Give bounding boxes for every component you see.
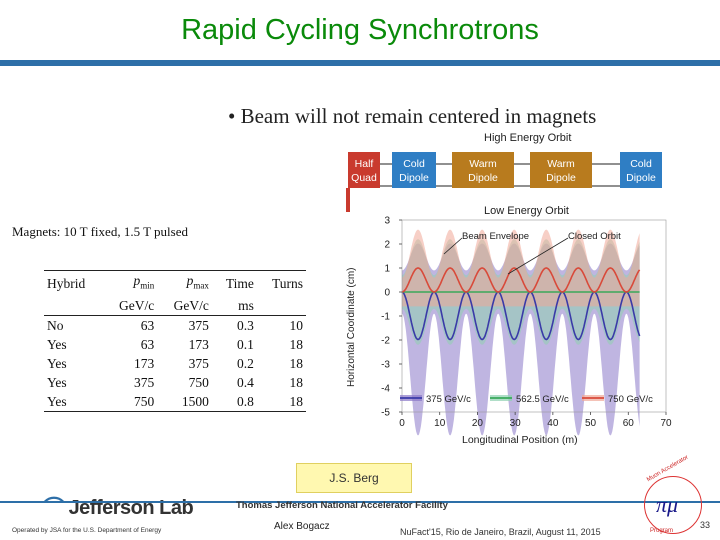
ytick-label: -2 [381, 336, 390, 347]
footer-rule [0, 501, 720, 503]
legend-label: 375 GeV/c [426, 394, 471, 405]
hybrid-table: Hybrid pmin pmax Time Turns GeV/c GeV/c … [44, 269, 306, 412]
table-row: No 63 375 0.3 10 [47, 317, 303, 333]
col-turns: Turns [256, 269, 306, 296]
col-hybrid: Hybrid [44, 269, 103, 296]
xtick-label: 50 [585, 418, 597, 429]
page-number: 33 [700, 520, 711, 530]
ytick-label: 0 [384, 288, 390, 299]
operated-by: Operated by JSA for the U.S. Department … [12, 527, 162, 534]
table-row: Yes 63 173 0.1 18 [47, 336, 303, 352]
annotation-beam-envelope: Beam Envelope [462, 231, 529, 242]
magnet-block-2: Warm Dipole [452, 152, 514, 188]
title-rule [0, 60, 720, 66]
table-row: Yes 375 750 0.4 18 [47, 374, 303, 390]
col-pmax: pmax [157, 269, 212, 296]
magnet-block-line2: Dipole [468, 172, 498, 184]
orbit-line-0 [401, 291, 641, 341]
magnet-block-4: Cold Dipole [620, 152, 662, 188]
magnet-block-3: Warm Dipole [530, 152, 592, 188]
xtick-label: 70 [660, 418, 672, 429]
magnet-block-line1: Warm [547, 158, 575, 170]
jefferson-lab-logo: ⌒ Jefferson Lab [44, 497, 194, 519]
conference-info: NuFact'15, Rio de Janeiro, Brazil, Augus… [400, 527, 601, 537]
ytick-label: 2 [384, 240, 390, 251]
xtick-label: 40 [547, 418, 559, 429]
magnet-block-line1: Warm [469, 158, 497, 170]
xtick-label: 20 [472, 418, 484, 429]
map-logo-bottom-text: Program [650, 528, 674, 534]
xtick-label: 0 [399, 418, 405, 429]
presenter-name: Alex Bogacz [274, 521, 330, 532]
annotation-arrow-orbit [507, 237, 569, 275]
unit-pmin: GeV/c [102, 295, 158, 316]
orbit-lines [401, 267, 641, 341]
magnet-block-line1: Half [355, 158, 374, 170]
ytick-label: -4 [381, 384, 390, 395]
xtick-label: 10 [434, 418, 446, 429]
col-time: Time [211, 269, 257, 296]
legend-label: 750 GeV/c [608, 394, 653, 405]
unit-time: ms [211, 295, 257, 316]
xtick-label: 30 [510, 418, 522, 429]
unit-turns [256, 295, 306, 316]
map-logo-icon [644, 476, 702, 534]
magnet-block-line2: Dipole [546, 172, 576, 184]
unit-pmax: GeV/c [157, 295, 212, 316]
magnet-blocks: HalfQuadColdDipoleWarmDipoleWarmDipoleCo… [346, 152, 662, 212]
magnet-strip: High Energy Orbit Low Energy Orbit Half Q… [346, 132, 662, 217]
table-row: Yes 173 375 0.2 18 [47, 355, 303, 371]
magnet-block-line1: Cold [630, 158, 652, 170]
ylabel: Horizontal Coordinate (cm) [346, 268, 357, 388]
col-pmin: pmin [102, 269, 158, 296]
credit-badge: J.S. Berg [296, 463, 412, 493]
ytick-label: 1 [384, 264, 390, 275]
table-row: Yes 750 1500 0.8 18 [44, 391, 306, 412]
chart-legend: 375 GeV/c 562.5 GeV/c 750 GeV/c [400, 394, 653, 405]
low-orbit-label: Low Energy Orbit [484, 205, 569, 217]
bullet-text: • Beam will not remain centered in magne… [228, 104, 597, 128]
magnet-block-line2: Dipole [626, 172, 656, 184]
slide-title: Rapid Cycling Synchrotrons [181, 14, 539, 46]
unit-hybrid [44, 295, 103, 316]
legend-label: 562.5 GeV/c [516, 394, 569, 405]
xlabel: Longitudinal Position (m) [462, 434, 578, 446]
magnet-block-line2: Dipole [399, 172, 429, 184]
annotation-closed-orbit: Closed Orbit [568, 231, 621, 242]
high-orbit-label: High Energy Orbit [484, 132, 571, 144]
legend-item-0: 375 GeV/c [400, 394, 471, 405]
magnet-block-line2: Quad [351, 172, 377, 184]
magnet-block-0: Half Quad [348, 152, 380, 188]
facility-name: Thomas Jefferson National Accelerator Fa… [236, 500, 448, 511]
ytick-label: -5 [381, 408, 390, 419]
orbit-line-2 [401, 267, 641, 293]
legend-item-2: 750 GeV/c [582, 394, 653, 405]
annotation-arrow-envelope [443, 237, 463, 255]
ytick-label: 3 [384, 216, 390, 227]
ytick-label: -1 [381, 312, 390, 323]
xtick-label: 60 [623, 418, 635, 429]
map-logo-glyph: πμ [656, 492, 679, 517]
ytick-label: -3 [381, 360, 390, 371]
magnet-block-line1: Cold [403, 158, 425, 170]
magnets-note: Magnets: 10 T fixed, 1.5 T pulsed [12, 224, 188, 239]
legend-item-1: 562.5 GeV/c [490, 394, 569, 405]
magnet-block-1: Cold Dipole [392, 152, 436, 188]
